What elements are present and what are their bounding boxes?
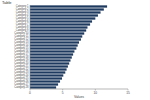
bar [30,47,76,49]
bar [30,5,107,7]
bar [30,44,78,46]
x-axis-label: Values [74,95,84,99]
x-axis [30,89,128,90]
y-axis [30,5,31,89]
bar [30,65,68,67]
bar [30,29,86,31]
bar [30,26,87,28]
bar [30,50,74,52]
bar [30,86,56,88]
bar [30,17,95,19]
bar [30,68,67,70]
bar [30,8,104,10]
bar [30,80,60,82]
x-tick-label: 15 [126,91,130,95]
bar [30,14,98,16]
x-tick-label: 10 [94,91,98,95]
bar [30,41,79,43]
bar [30,35,82,37]
bar [30,11,101,13]
bar [30,32,84,34]
bar [30,56,72,58]
title: Table [2,0,12,5]
bar [30,20,92,22]
bar [30,77,62,79]
bar [30,23,90,25]
bar [30,38,81,40]
bar [30,59,71,61]
bar [30,62,69,64]
bar [30,53,73,55]
x-tick-label: 5 [62,91,64,95]
bar [30,74,63,76]
x-tick-label: 0 [29,91,31,95]
category-label: Category 28 [14,85,29,89]
bar [30,83,58,85]
bar [30,71,65,73]
bars [30,5,107,88]
chart: TableCategory 1Category 2Category 3Categ… [0,0,150,100]
